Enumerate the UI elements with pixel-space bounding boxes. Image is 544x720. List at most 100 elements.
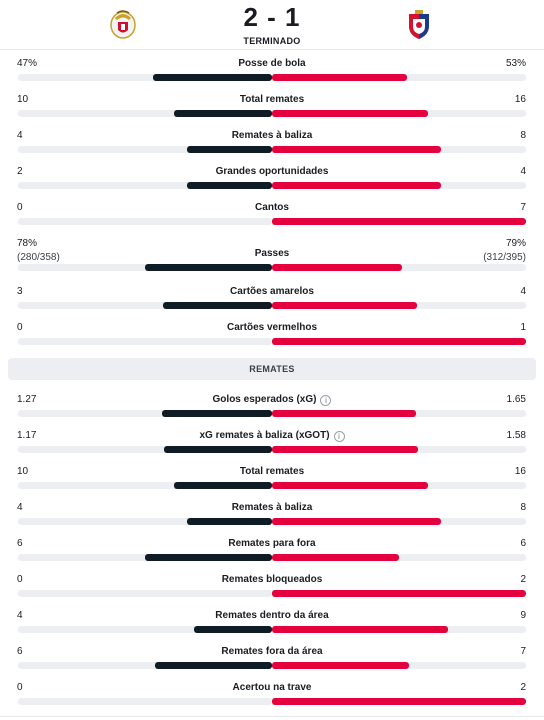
away-value: 4: [520, 285, 526, 299]
stat-row: 6 Remates fora da área 7: [0, 645, 544, 675]
home-value-main: 6: [17, 646, 23, 657]
stat-label: Grandes oportunidades: [0, 165, 544, 179]
away-value-main: 8: [520, 130, 526, 141]
home-bar-fill: [187, 182, 272, 189]
away-value-main: 7: [520, 646, 526, 657]
home-bar-fill: [145, 554, 272, 561]
home-value-main: 1.17: [17, 430, 37, 441]
away-bar-fill: [272, 626, 448, 633]
home-bar-track: [18, 590, 272, 597]
info-icon[interactable]: i: [320, 395, 332, 406]
stat-label: Golos esperados (xG) i: [0, 393, 544, 407]
stat-label-text: Remates fora da área: [221, 646, 323, 657]
away-bar-track: [272, 410, 526, 417]
away-bar-track: [272, 110, 526, 117]
away-value: 7: [520, 201, 526, 215]
away-value-main: 2: [520, 574, 526, 585]
away-value-main: 4: [520, 166, 526, 177]
away-value: 6: [520, 537, 526, 551]
home-value-main: 47%: [17, 58, 38, 69]
away-bar-track: [272, 590, 526, 597]
home-value-main: 10: [17, 94, 29, 105]
away-bar-fill: [272, 218, 526, 225]
info-icon[interactable]: i: [333, 431, 345, 442]
away-value: 8: [520, 501, 526, 515]
away-value: 4: [520, 165, 526, 179]
away-bar-track: [272, 482, 526, 489]
match-score: 2 - 1: [243, 2, 301, 32]
stat-label: Total remates: [0, 93, 544, 107]
home-team-crest-icon[interactable]: [108, 8, 138, 40]
stat-label-text: Grandes oportunidades: [215, 166, 329, 177]
home-value-main: 4: [17, 610, 23, 621]
away-bar-fill: [272, 302, 417, 309]
home-bar-track: [18, 698, 272, 705]
home-bar-fill: [174, 482, 272, 489]
home-bar-track: [18, 182, 272, 189]
away-bar-fill: [272, 110, 428, 117]
match-status: TERMINADO: [243, 36, 301, 46]
stat-label-text: Remates à baliza: [231, 130, 313, 141]
stat-row: 6 Remates para fora 6: [0, 537, 544, 567]
home-bar-fill: [153, 74, 272, 81]
away-bar-track: [272, 146, 526, 153]
away-bar-track: [272, 264, 526, 271]
away-team-crest-icon[interactable]: [404, 8, 434, 40]
away-bar-fill: [272, 264, 402, 271]
away-value-main: 4: [520, 286, 526, 297]
match-header: 2 - 1 TERMINADO: [0, 0, 544, 50]
home-value: 1.27: [17, 393, 36, 407]
home-value: 0: [17, 321, 23, 335]
home-bar-fill: [145, 264, 272, 271]
header-divider: [0, 49, 544, 50]
home-bar-track: [18, 338, 272, 345]
away-bar-fill: [272, 518, 441, 525]
stat-row: 1.27 Golos esperados (xG) i 1.65: [0, 393, 544, 423]
home-bar-fill: [162, 410, 272, 417]
stat-row: 0 Acertou na trave 2: [0, 681, 544, 711]
stat-label-text: Golos esperados (xG): [212, 394, 317, 405]
away-value: 1.65: [507, 393, 526, 407]
home-value: 4: [17, 609, 23, 623]
stat-label: Total remates: [0, 465, 544, 479]
home-bar-fill: [155, 662, 272, 669]
stat-label-text: Total remates: [239, 466, 305, 477]
stat-label-text: Remates à baliza: [231, 502, 313, 513]
away-value-main: 16: [514, 466, 526, 477]
stat-row: 1.17 xG remates à baliza (xGOT) i 1.58: [0, 429, 544, 459]
home-value: 4: [17, 129, 23, 143]
home-bar-track: [18, 410, 272, 417]
stat-label: Remates dentro da área: [0, 609, 544, 623]
home-value: 0: [17, 573, 23, 587]
stat-label-text: xG remates à baliza (xGOT): [199, 430, 330, 441]
home-bar-track: [18, 446, 272, 453]
stat-row: 0 Cartões vermelhos 1: [0, 321, 544, 351]
stat-label: Cartões vermelhos: [0, 321, 544, 335]
stat-row: 4 Remates à baliza 8: [0, 501, 544, 531]
section-header-shots: REMATES: [8, 358, 536, 380]
away-value-main: 1.65: [506, 394, 526, 405]
away-value-main: 9: [520, 610, 526, 621]
stat-row: 3 Cartões amarelos 4: [0, 285, 544, 315]
stat-label: Passes: [0, 247, 544, 261]
home-value: 47%: [17, 57, 37, 71]
stat-label: Remates bloqueados: [0, 573, 544, 587]
away-value: 16: [515, 465, 526, 479]
stat-label-text: Acertou na trave: [232, 682, 312, 693]
stat-row: 0 Cantos 7: [0, 201, 544, 231]
stat-label: xG remates à baliza (xGOT) i: [0, 429, 544, 443]
home-value-main: 0: [17, 682, 23, 693]
away-value-main: 2: [520, 682, 526, 693]
home-bar-track: [18, 146, 272, 153]
bottom-divider: [0, 716, 544, 717]
away-value: 9: [520, 609, 526, 623]
home-value-main: 0: [17, 574, 23, 585]
stat-label-text: Cartões amarelos: [230, 286, 314, 297]
away-bar-fill: [272, 482, 428, 489]
home-bar-track: [18, 662, 272, 669]
away-bar-track: [272, 626, 526, 633]
away-value: 8: [520, 129, 526, 143]
away-value: 1.58: [507, 429, 526, 443]
stat-row: 78% (280/358) Passes 79% (312/395): [0, 237, 544, 271]
home-value: 2: [17, 165, 23, 179]
